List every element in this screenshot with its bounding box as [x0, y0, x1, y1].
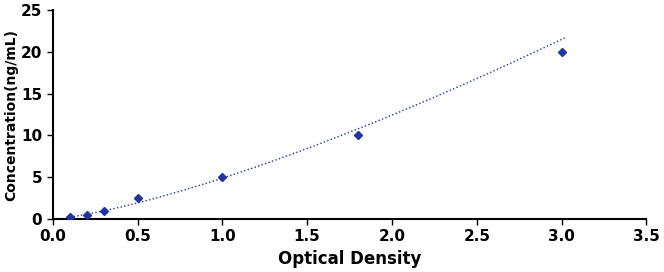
Y-axis label: Concentration(ng/mL): Concentration(ng/mL)	[4, 29, 18, 200]
X-axis label: Optical Density: Optical Density	[278, 250, 421, 268]
